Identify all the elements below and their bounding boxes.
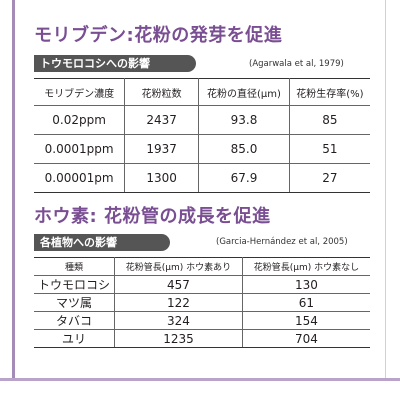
table-cell: 51 xyxy=(288,134,370,164)
table-cell: 85.0 xyxy=(198,134,290,164)
section1-tag: トウモロコシへの影響 xyxy=(34,55,196,72)
boron-table: 種類 花粉管長(μm) ホウ素あり 花粉管長(μm) ホウ素なし トウモロコシ … xyxy=(34,257,370,348)
section1-title: モリブデン:花粉の発芽を促進 xyxy=(34,25,283,46)
table-cell: 122 xyxy=(114,293,243,312)
table-header-row: モリブデン濃度 花粉粒数 花粉の直径(μm) 花粉生存率(%) xyxy=(34,78,370,106)
section2-title: ホウ素: 花粉管の成長を促進 xyxy=(34,206,271,227)
table-cell: 61 xyxy=(241,293,370,312)
table-row: マツ属 122 61 xyxy=(34,293,370,312)
table-cell: 704 xyxy=(241,329,370,348)
table-cell: 2437 xyxy=(124,105,200,135)
table-cell: 130 xyxy=(241,275,370,294)
table-cell: 85 xyxy=(288,105,370,135)
column-header: 花粉生存率(%) xyxy=(288,78,370,106)
table-row: トウモロコシ 457 130 xyxy=(34,275,370,294)
table-cell: 457 xyxy=(114,275,243,294)
frame-bottom-border xyxy=(0,378,400,381)
table-cell: 93.8 xyxy=(198,105,290,135)
table-row: タバコ 324 154 xyxy=(34,311,370,330)
table-cell: 0.00001pm xyxy=(34,163,126,193)
column-header: 花粉の直径(μm) xyxy=(198,78,290,106)
table-cell: 1300 xyxy=(124,163,200,193)
column-header: 花粉管長(μm) ホウ素なし xyxy=(241,257,370,276)
table-cell: ユリ xyxy=(34,329,116,348)
table-cell: トウモロコシ xyxy=(34,275,116,294)
frame-left-border xyxy=(12,0,15,380)
frame-right-border xyxy=(385,0,386,380)
table-cell: 1937 xyxy=(124,134,200,164)
table-cell: 324 xyxy=(114,311,243,330)
section1-citation: (Agarwala et al, 1979) xyxy=(249,59,344,69)
table-cell: 154 xyxy=(241,311,370,330)
section2-citation: (Garcia-Hernández et al, 2005) xyxy=(216,237,348,247)
table-cell: タバコ xyxy=(34,311,116,330)
table-row: 0.00001pm 1300 67.9 27 xyxy=(34,163,370,193)
column-header: 花粉粒数 xyxy=(124,78,200,106)
column-header: 種類 xyxy=(34,257,116,276)
molybdenum-table: モリブデン濃度 花粉粒数 花粉の直径(μm) 花粉生存率(%) 0.02ppm … xyxy=(34,78,370,193)
table-cell: 67.9 xyxy=(198,163,290,193)
table-row: 0.02ppm 2437 93.8 85 xyxy=(34,105,370,135)
column-header: モリブデン濃度 xyxy=(34,78,126,106)
column-header: 花粉管長(μm) ホウ素あり xyxy=(114,257,243,276)
table-cell: 0.02ppm xyxy=(34,105,126,135)
table-row: ユリ 1235 704 xyxy=(34,329,370,348)
table-header-row: 種類 花粉管長(μm) ホウ素あり 花粉管長(μm) ホウ素なし xyxy=(34,257,370,276)
table-cell: 1235 xyxy=(114,329,243,348)
table-row: 0.0001ppm 1937 85.0 51 xyxy=(34,134,370,164)
table-cell: マツ属 xyxy=(34,293,116,312)
table-cell: 27 xyxy=(288,163,370,193)
table-cell: 0.0001ppm xyxy=(34,134,126,164)
section2-tag: 各植物への影響 xyxy=(34,234,170,251)
